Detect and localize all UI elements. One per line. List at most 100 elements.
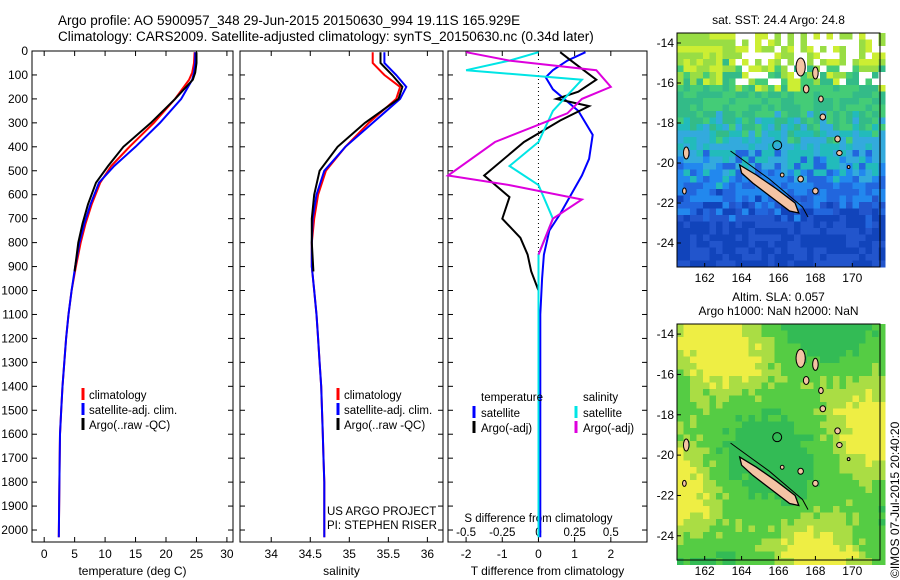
map-cell — [826, 512, 834, 520]
map-cell — [696, 98, 704, 105]
map-cell — [833, 39, 840, 47]
map-cell — [865, 551, 873, 559]
map-cell — [833, 343, 840, 351]
map-cell — [742, 473, 749, 481]
map-cell — [833, 324, 840, 331]
map-cell — [781, 402, 788, 409]
map-cell — [774, 363, 782, 370]
map-cell — [872, 156, 879, 164]
map-cell — [826, 395, 834, 403]
map-cell — [729, 169, 736, 177]
map-cell — [729, 376, 736, 383]
map-cell — [872, 330, 879, 338]
map-cell — [690, 363, 697, 370]
map-cell — [872, 499, 879, 507]
map-cell — [735, 104, 743, 112]
map-cell — [722, 486, 730, 494]
reef-outline — [730, 442, 809, 510]
map-cell — [690, 150, 697, 157]
map-cell — [722, 176, 730, 183]
map-cell — [813, 512, 821, 520]
map-cell — [716, 59, 723, 66]
map-cell — [833, 241, 840, 248]
map-cell — [722, 428, 730, 435]
island — [802, 375, 810, 386]
map-cell — [878, 169, 886, 177]
map-cell — [768, 111, 775, 118]
map-cell — [826, 363, 834, 370]
map-cell — [768, 254, 775, 261]
map-cell — [742, 156, 749, 164]
map-cell — [709, 512, 717, 520]
map-cell — [683, 98, 691, 105]
map-cell — [787, 59, 795, 66]
map-cell — [709, 330, 717, 338]
map-cell — [833, 434, 840, 442]
map-cell — [839, 545, 847, 552]
map-cell — [755, 234, 762, 242]
map-cell — [800, 480, 808, 487]
map-cell — [690, 208, 697, 216]
map-cell — [807, 408, 814, 416]
map-cell — [703, 202, 710, 209]
map-cell — [761, 486, 769, 494]
map-cell — [761, 104, 769, 112]
map-cell — [690, 369, 697, 377]
map-cell — [677, 91, 684, 99]
map-cell — [852, 467, 860, 474]
map-cell — [729, 421, 736, 429]
map-cell — [807, 473, 814, 481]
map-cell — [787, 428, 795, 435]
map-cell — [813, 551, 821, 559]
map-cell — [709, 421, 717, 429]
map-cell — [846, 402, 853, 409]
map-cell — [774, 156, 782, 164]
map-cell — [761, 389, 769, 396]
map-cell — [735, 350, 743, 357]
map-cell — [768, 215, 775, 222]
map-cell — [800, 486, 808, 494]
map-cell — [787, 33, 795, 40]
map-cell — [748, 104, 756, 112]
map-cell — [807, 260, 814, 268]
map-cell — [761, 551, 769, 559]
map-cell — [722, 85, 730, 92]
map-cell — [872, 532, 879, 539]
map-cell — [729, 545, 736, 552]
map-cell — [872, 337, 879, 344]
map-cell — [729, 143, 736, 151]
map-cell — [813, 104, 821, 112]
map-cell — [839, 421, 847, 429]
map-cell — [761, 46, 769, 53]
map-cell — [846, 324, 853, 331]
map-cell — [807, 65, 814, 73]
map-cell — [690, 176, 697, 183]
map-cell — [735, 91, 743, 99]
map-cell — [696, 434, 704, 442]
map-cell — [859, 234, 866, 242]
map-cell — [748, 486, 756, 494]
map-cell — [742, 39, 749, 47]
map-cell — [852, 480, 860, 487]
map-cell — [709, 389, 717, 396]
map-cell — [768, 260, 775, 268]
map-cell — [859, 519, 866, 526]
map-cell — [781, 98, 788, 105]
map-cell — [722, 434, 730, 442]
map-cell — [683, 39, 691, 47]
map-cell — [859, 512, 866, 520]
map-cell — [729, 104, 736, 112]
map-cell — [729, 337, 736, 344]
map-cell — [709, 532, 717, 539]
map-cell — [781, 538, 788, 546]
map-cell — [787, 525, 795, 533]
map-cell — [865, 421, 873, 429]
map-cell — [859, 202, 866, 209]
map-cell — [872, 447, 879, 455]
map-cell — [826, 447, 834, 455]
map-cell — [852, 460, 860, 468]
map-cell — [696, 415, 704, 422]
map-cell — [774, 215, 782, 222]
map-cell — [722, 130, 730, 138]
legend-label: satellite — [583, 408, 622, 420]
